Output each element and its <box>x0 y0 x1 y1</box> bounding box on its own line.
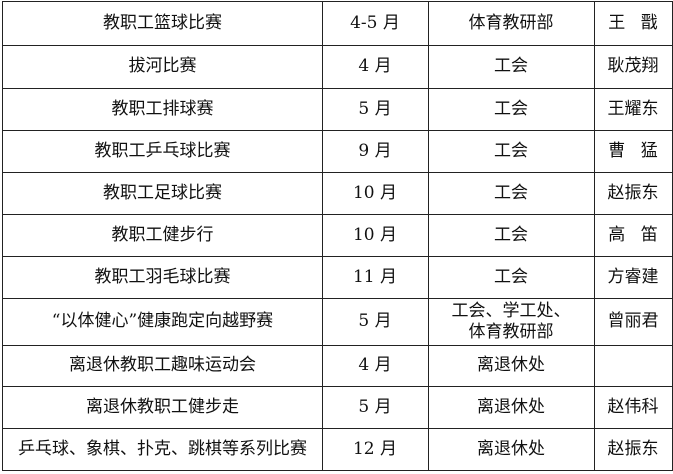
organizer: 工会、学工处、 体育教研部 <box>428 298 595 346</box>
contact: 方睿建 <box>594 256 673 299</box>
month: 5 月 <box>322 298 429 346</box>
event-name: 乒乓球、象棋、扑克、跳棋等系列比赛 <box>2 428 323 471</box>
contact: 高 笛 <box>594 214 673 257</box>
month: 5 月 <box>322 386 429 429</box>
event-name: 教职工篮球比赛 <box>2 1 323 46</box>
event-name: 教职工足球比赛 <box>2 172 323 215</box>
month: 4-5 月 <box>322 1 429 46</box>
organizer: 工会 <box>428 45 595 89</box>
organizer: 离退休处 <box>428 386 595 429</box>
month: 12 月 <box>322 428 429 471</box>
contact: 王 戬 <box>594 1 673 46</box>
month: 10 月 <box>322 172 429 215</box>
month: 10 月 <box>322 214 429 257</box>
event-name: “以体健心”健康跑定向越野赛 <box>2 298 323 346</box>
event-name: 教职工健步行 <box>2 214 323 257</box>
contact: 赵振东 <box>594 428 673 471</box>
organizer: 离退休处 <box>428 345 595 387</box>
event-name: 教职工排球赛 <box>2 88 323 131</box>
contact: 赵伟科 <box>594 386 673 429</box>
month: 9 月 <box>322 130 429 173</box>
contact: 曾丽君 <box>594 298 673 346</box>
event-name: 教职工乒乓球比赛 <box>2 130 323 173</box>
organizer: 工会 <box>428 214 595 257</box>
event-name: 拔河比赛 <box>2 45 323 89</box>
contact: 赵振东 <box>594 172 673 215</box>
month: 11 月 <box>322 256 429 299</box>
contact: 耿茂翔 <box>594 45 673 89</box>
cell-line: 工会、学工处、 <box>451 300 571 321</box>
event-name: 离退休教职工健步走 <box>2 386 323 429</box>
event-name: 教职工羽毛球比赛 <box>2 256 323 299</box>
contact: 王耀东 <box>594 88 673 131</box>
organizer: 工会 <box>428 88 595 131</box>
cell-line: 体育教研部 <box>468 321 554 342</box>
event-name: 离退休教职工趣味运动会 <box>2 345 323 387</box>
month: 4 月 <box>322 345 429 387</box>
organizer: 工会 <box>428 256 595 299</box>
organizer: 体育教研部 <box>428 1 595 46</box>
month: 5 月 <box>322 88 429 131</box>
month: 4 月 <box>322 45 429 89</box>
contact <box>594 345 673 387</box>
contact: 曹 猛 <box>594 130 673 173</box>
organizer: 离退休处 <box>428 428 595 471</box>
organizer: 工会 <box>428 172 595 215</box>
organizer: 工会 <box>428 130 595 173</box>
